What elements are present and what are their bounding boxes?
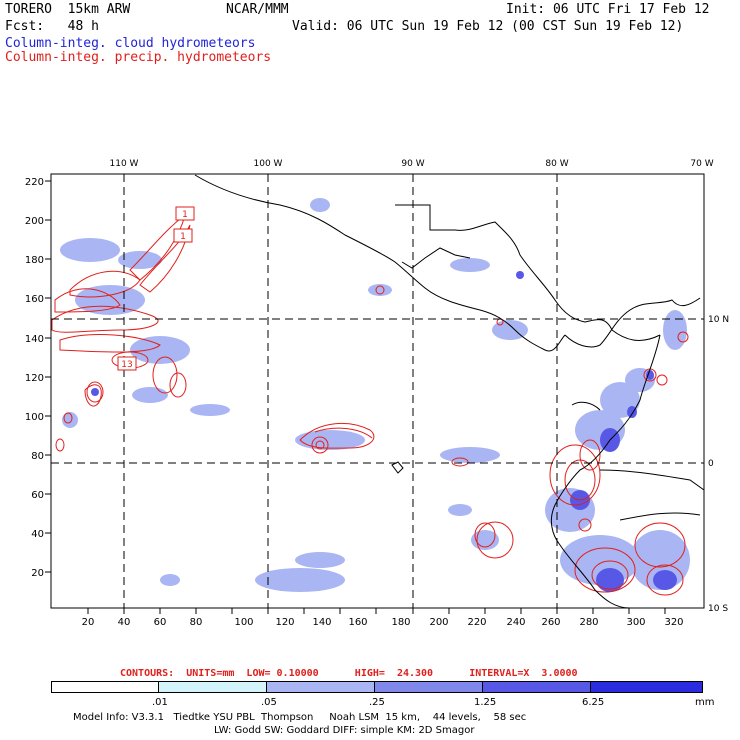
y-tick-label: 160 [25, 294, 44, 305]
y-tick-label: 40 [31, 529, 44, 540]
colorbar-label: .25 [369, 697, 385, 708]
colorbar-bin [266, 681, 375, 693]
colorbar-bin [374, 681, 483, 693]
y-tick-label: 200 [25, 216, 44, 227]
colorbar-bin [158, 681, 267, 693]
y-tick-label: 100 [25, 412, 44, 423]
lon-labels: 110 W 100 W 90 W 80 W 70 W [110, 159, 714, 169]
lon-label: 100 W [254, 159, 283, 169]
contour-label: 1 [182, 210, 188, 220]
y-tick-label: 80 [31, 451, 44, 462]
x-tick-label: 100 [234, 617, 253, 628]
contour-value-labels: 1 1 13 [117, 206, 195, 371]
colorbar-bin [482, 681, 591, 693]
x-tick-label: 240 [506, 617, 525, 628]
y-tick-label: 120 [25, 373, 44, 384]
lat-label: 0 [708, 459, 714, 469]
contour-label: 1 [180, 232, 186, 242]
valid-time: Valid: 06 UTC Sun 19 Feb 12 (00 CST Sun … [292, 19, 684, 34]
colorbar-bin [590, 681, 703, 693]
x-tick-label: 320 [664, 617, 683, 628]
x-tick-label: 160 [348, 617, 367, 628]
field-precip-label: Column-integ. precip. hydrometeors [5, 50, 272, 65]
lon-label: 110 W [110, 159, 139, 169]
colorbar-label: 6.25 [582, 697, 605, 708]
organization: NCAR/MMM [226, 2, 289, 17]
x-tick-label: 20 [82, 617, 95, 628]
x-tick-label: 80 [190, 617, 203, 628]
lon-label: 70 W [690, 159, 713, 169]
colorbar-unit: mm [695, 697, 715, 708]
precip-contours [51, 213, 689, 596]
x-tick-labels: 20 40 60 80 100 120 140 160 180 200 220 … [82, 617, 684, 628]
lat-label: 10 S [708, 604, 728, 614]
model-name: TORERO 15km ARW [5, 2, 131, 17]
x-tick-label: 280 [579, 617, 598, 628]
x-ticks [87, 608, 666, 614]
colorbar-bin [51, 681, 159, 693]
y-tick-label: 20 [31, 568, 44, 579]
colorbar-label: .01 [152, 697, 168, 708]
lat-lon-grid [51, 174, 704, 608]
colorbar-label: 1.25 [474, 697, 497, 708]
init-time: Init: 06 UTC Fri 17 Feb 12 [506, 2, 710, 17]
y-tick-label: 180 [25, 255, 44, 266]
forecast-hour: Fcst: 48 h [5, 19, 99, 34]
cloud-shading-light [60, 198, 690, 592]
model-info-line2: LW: Godd SW: Goddard DIFF: simple KM: 2D… [214, 725, 475, 736]
y-tick-label: 140 [25, 334, 44, 345]
lat-label: 10 N [708, 315, 729, 325]
x-tick-label: 180 [391, 617, 410, 628]
lon-label: 80 W [545, 159, 568, 169]
contour-label: 13 [121, 360, 132, 370]
y-tick-labels: 220 200 180 160 140 120 100 80 60 40 20 [25, 177, 44, 579]
map-frame [50, 173, 705, 609]
model-info-line1: Model Info: V3.3.1 Tiedtke YSU PBL Thomp… [73, 712, 527, 723]
x-tick-label: 260 [541, 617, 560, 628]
x-tick-label: 120 [275, 617, 294, 628]
x-tick-label: 220 [467, 617, 486, 628]
y-ticks [45, 180, 51, 573]
lon-label: 90 W [401, 159, 424, 169]
x-tick-label: 140 [312, 617, 331, 628]
y-tick-label: 60 [31, 490, 44, 501]
x-tick-label: 200 [429, 617, 448, 628]
y-tick-label: 220 [25, 177, 44, 188]
lat-labels: 10 N 0 10 S [708, 315, 729, 614]
x-tick-label: 40 [118, 617, 131, 628]
x-tick-label: 60 [154, 617, 167, 628]
x-tick-label: 300 [626, 617, 645, 628]
colorbar-label: .05 [261, 697, 277, 708]
contour-info: CONTOURS: UNITS=mm LOW= 0.10000 HIGH= 24… [120, 668, 578, 679]
field-cloud-label: Column-integ. cloud hydrometeors [5, 36, 256, 51]
